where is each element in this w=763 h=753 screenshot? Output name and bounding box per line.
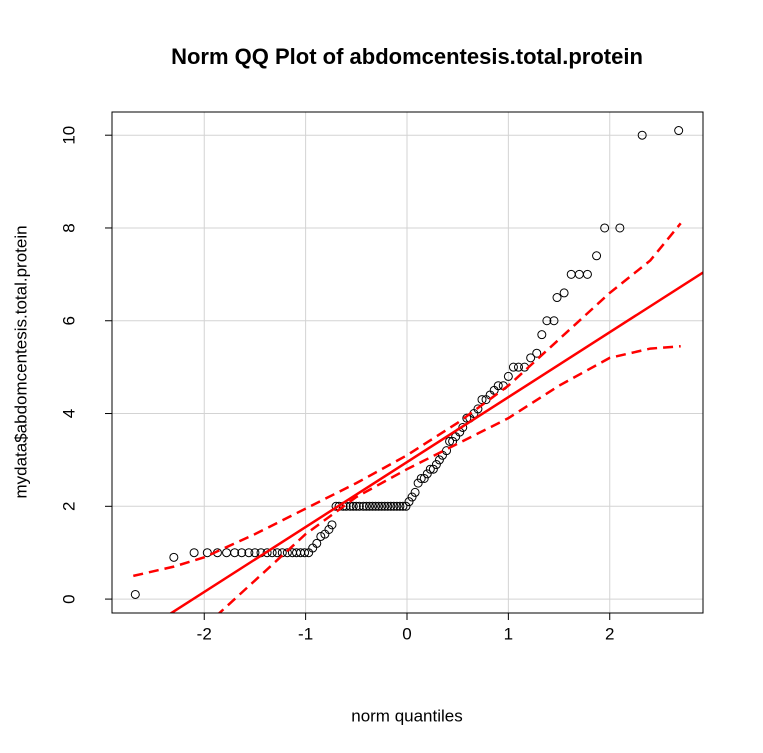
point [324,525,334,534]
point [462,413,472,423]
point [169,552,179,562]
point [407,492,417,502]
point [395,501,405,511]
chart-title: Norm QQ Plot of abdomcentesis.total.prot… [171,44,643,69]
point [189,548,199,558]
point [542,316,552,326]
x-tick-label: 1 [504,624,513,643]
point [377,501,387,511]
x-tick-label: 2 [605,624,614,643]
point [380,501,390,511]
point [425,464,435,474]
point [532,348,542,358]
point [383,501,393,511]
point [404,497,414,507]
point [398,501,408,511]
point [416,473,426,483]
point [419,473,429,483]
point [358,501,368,511]
point [250,548,260,558]
envelope-upper [133,222,682,578]
envelope-lower [217,345,681,613]
y-tick-label: 10 [59,126,78,145]
point [615,223,625,233]
y-tick-label: 4 [59,409,78,418]
point [413,478,423,488]
x-tick-label: 0 [402,624,411,643]
point [244,548,254,558]
point [637,130,647,140]
point [434,455,444,465]
point [354,501,364,511]
point [552,293,562,303]
point [237,548,247,558]
y-tick-label: 0 [59,594,78,603]
point [371,501,381,511]
point [422,469,432,479]
point [559,288,569,298]
point [592,251,602,261]
point [130,589,140,599]
point [493,381,503,391]
point [327,520,337,530]
grid [112,112,703,613]
point [674,126,684,136]
point [202,548,212,558]
point [230,548,240,558]
point [300,548,310,558]
point [361,501,371,511]
point [458,422,468,432]
point [537,330,547,340]
y-tick-label: 6 [59,316,78,325]
point [282,548,292,558]
point [600,223,610,233]
x-axis-label: norm quantiles [351,706,463,725]
point [374,501,384,511]
point [272,548,282,558]
point [386,501,396,511]
point [392,501,402,511]
axes: -2 -1 0 1 2 0 2 4 6 8 10 [59,126,614,644]
reference-line [169,271,703,613]
point [364,501,374,511]
plot-frame [111,111,704,614]
y-tick-label: 8 [59,223,78,232]
point [428,464,438,474]
x-tick-label: -1 [298,624,313,643]
point [508,362,518,372]
point [348,501,358,511]
point [473,404,483,414]
point [431,460,441,470]
point [526,353,536,363]
x-tick-label: -2 [197,624,212,643]
point [410,487,420,497]
point [262,548,272,558]
point [401,501,411,511]
point [368,501,378,511]
point [514,362,524,372]
point [442,446,452,456]
plot-area [130,126,703,613]
point [351,501,361,511]
point [445,436,455,446]
y-axis-label: mydata$abdomcentesis.total.protein [11,225,30,498]
point [549,316,559,326]
point [312,538,322,548]
y-tick-label: 2 [59,502,78,511]
point [389,501,399,511]
point [582,269,592,279]
point [503,371,513,381]
